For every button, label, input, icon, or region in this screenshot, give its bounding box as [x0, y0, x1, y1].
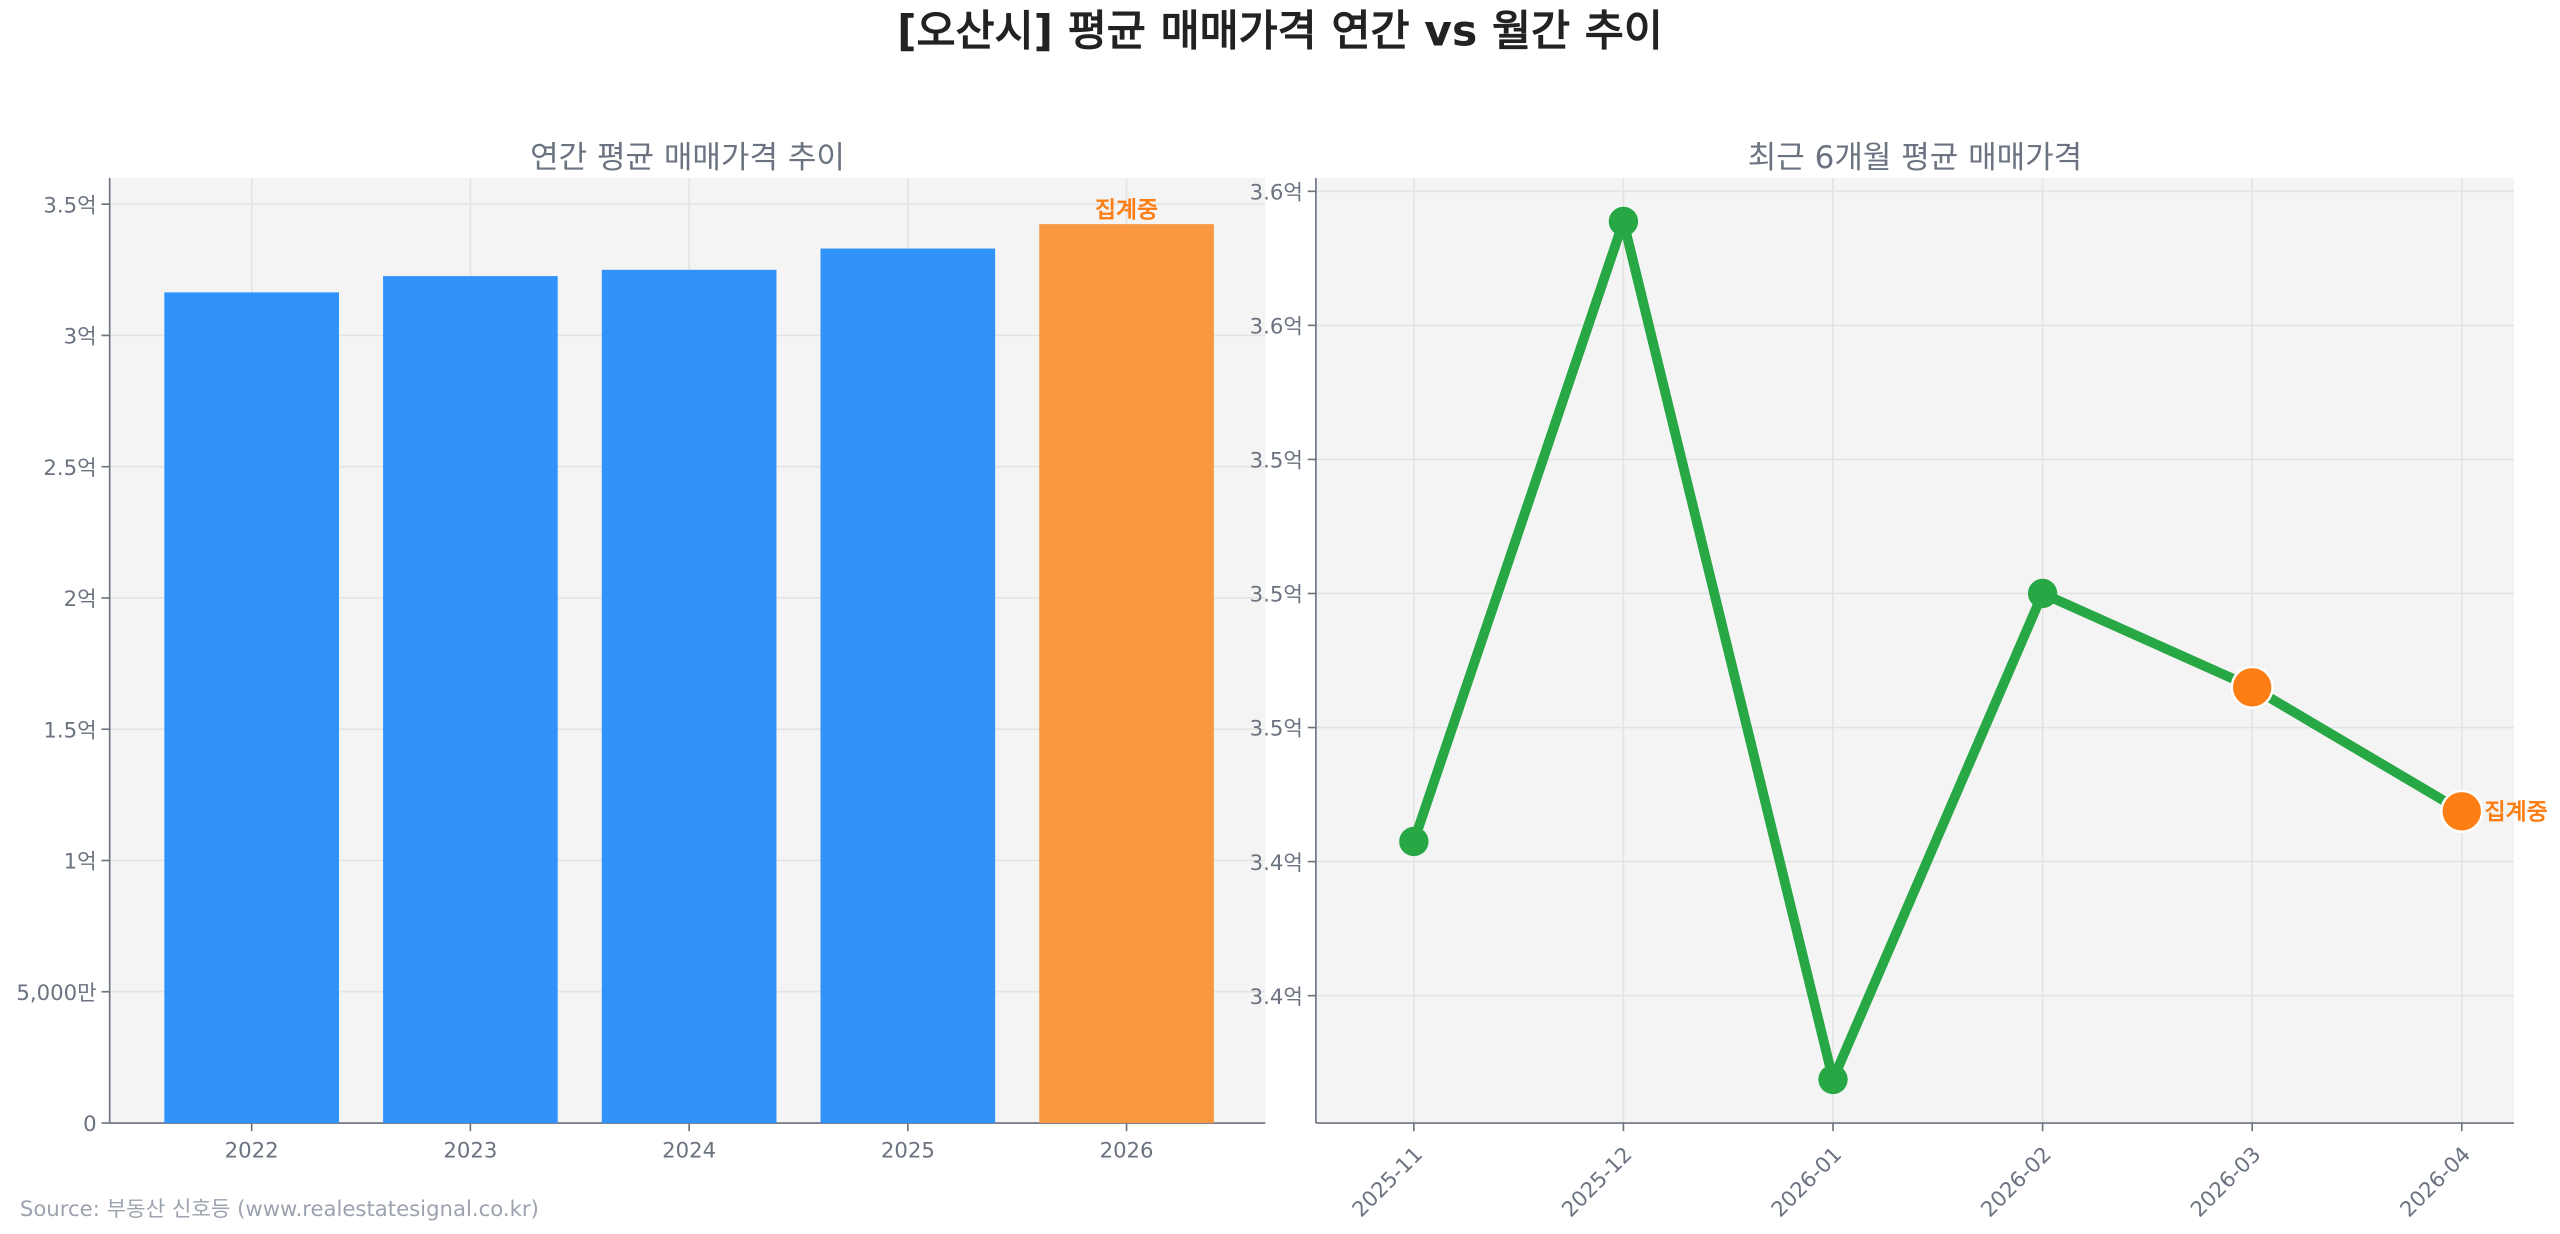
partial-label: 집계중 [2485, 799, 2548, 825]
series-line [1409, 216, 2465, 1085]
plot-background [1315, 177, 2514, 1124]
subplot-title: 최근 6개월 평균 매매가격 [1748, 140, 2082, 176]
bar-2022 [164, 292, 339, 1124]
x-tick-label: 2026 [1100, 1138, 1154, 1163]
x-tick-label: 2025-12 [1557, 1142, 1637, 1222]
source-note: Source: 부동산 신호등 (www.realestatesignal.co… [20, 1197, 539, 1222]
annual-bar-chart: 0 5,000만 1억 1.5억 2억 2.5억 3억 3.5억 연간 평균 매매가격 추이 20… [16, 140, 1266, 1163]
x-tick-label: 2026-03 [2186, 1142, 2266, 1222]
x-tick-label: 2025-11 [1348, 1142, 1428, 1222]
x-tick-label: 2026-01 [1767, 1142, 1847, 1222]
y-tick-label: 3.4억 [1250, 851, 1303, 876]
x-tick-label: 2023 [443, 1138, 497, 1163]
data-point [2027, 578, 2058, 609]
data-point [1608, 206, 1639, 237]
x-tick-label: 2026-02 [1976, 1142, 2056, 1222]
x-tick-label: 2026-04 [2395, 1142, 2475, 1222]
y-tick-label: 1.5억 [43, 718, 96, 743]
x-tick-label: 2024 [662, 1138, 716, 1163]
y-tick-label: 3.6억 [1250, 180, 1303, 205]
y-tick-label: 3.5억 [1250, 717, 1303, 742]
data-point [1399, 826, 1429, 857]
y-tick-label: 3.5억 [1250, 583, 1303, 608]
y-tick-label: 1억 [64, 850, 97, 875]
y-tick-label: 3.6억 [1250, 315, 1303, 340]
bar-2024 [601, 269, 777, 1124]
data-point [1818, 1064, 1848, 1095]
y-tick-label: 3억 [64, 325, 97, 350]
partial-label: 집계중 [1095, 198, 1158, 224]
y-tick-label: 2.5억 [43, 456, 96, 481]
x-tick-label: 2022 [225, 1138, 279, 1163]
bar-2025 [820, 248, 996, 1124]
partial-point [2440, 789, 2484, 833]
y-tick-label: 3.5억 [1250, 449, 1303, 474]
subplot-title: 연간 평균 매매가격 추이 [530, 140, 845, 176]
y-tick-label: 2억 [64, 587, 97, 612]
y-tick-label: 3.5억 [43, 193, 96, 218]
y-tick-label: 0 [83, 1112, 97, 1137]
y-tick-label: 5,000만 [16, 981, 96, 1006]
partial-point [2230, 665, 2274, 709]
monthly-line-chart: 3.4억 3.4억 3.5억 3.5억 3.5억 3.6억 3.6억 최근 6개월 평균 매매… [1250, 140, 2548, 1222]
x-tick-label: 2025 [881, 1138, 935, 1163]
bar-2026 [1039, 224, 1214, 1124]
figure-title: [오산시] 평균 매매가격 연간 vs 월간 추이 [897, 8, 1663, 57]
y-tick-label: 3.4억 [1250, 985, 1303, 1010]
bar-2023 [383, 276, 558, 1124]
